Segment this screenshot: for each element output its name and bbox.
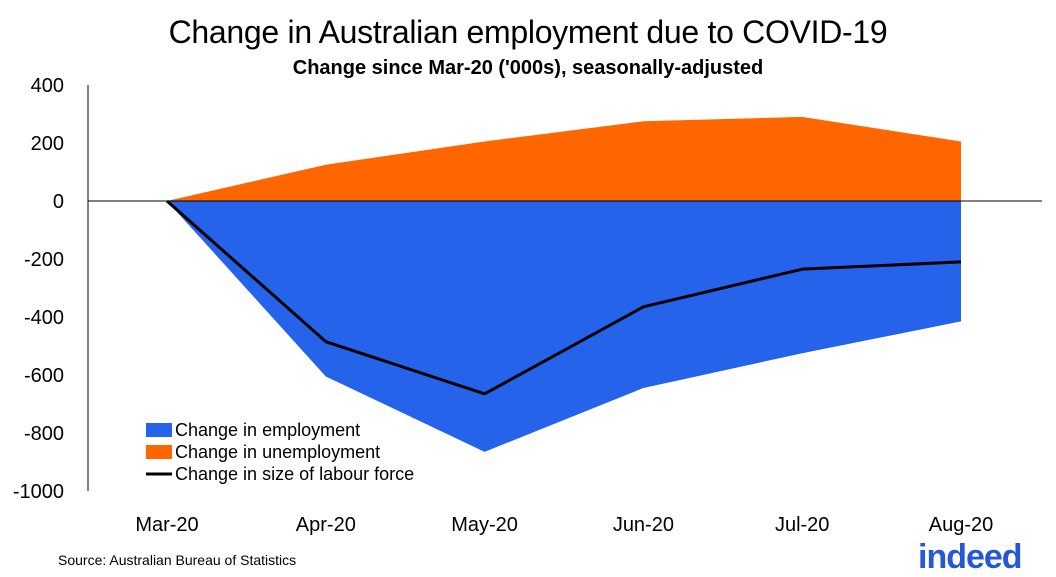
chart-subtitle: Change since Mar-20 ('000s), seasonally-… <box>292 57 764 79</box>
indeed-logo: indeed <box>918 538 1023 576</box>
y-tick-label: -1000 <box>13 481 64 503</box>
x-ticks: Mar-20 Apr-20 May-20 Jun-20 Jul-20 Aug-20 <box>135 514 993 536</box>
source-note: Source: Australian Bureau of Statistics <box>58 552 297 568</box>
area-series-1 <box>167 116 961 201</box>
y-tick-label: 0 <box>53 191 64 213</box>
y-ticks: 400 200 0 -200 -400 -600 -800 -1000 <box>13 75 64 503</box>
x-tick-label: Mar-20 <box>135 514 198 536</box>
legend-swatch <box>146 445 172 459</box>
areas-layer <box>167 116 961 452</box>
y-tick-label: 400 <box>31 75 64 97</box>
y-tick-label: 200 <box>31 133 64 155</box>
chart-title: Change in Australian employment due to C… <box>168 14 888 50</box>
y-tick-label: -200 <box>24 249 64 271</box>
x-tick-label: Jul-20 <box>775 514 829 536</box>
area-series-0 <box>167 201 961 452</box>
x-tick-label: May-20 <box>451 514 518 536</box>
axes-layer <box>87 85 1042 491</box>
legend-label: Change in employment <box>175 420 360 440</box>
legend-label: Change in unemployment <box>175 442 380 462</box>
legend-label: Change in size of labour force <box>175 464 414 484</box>
y-tick-label: -400 <box>24 307 64 329</box>
x-tick-label: Jun-20 <box>613 514 674 536</box>
y-tick-label: -600 <box>24 365 64 387</box>
line-series-0 <box>166 199 962 396</box>
lines-layer <box>166 199 962 396</box>
y-tick-label: -800 <box>24 423 64 445</box>
x-tick-label: Apr-20 <box>296 514 356 536</box>
legend-swatch <box>146 423 172 437</box>
x-tick-label: Aug-20 <box>929 514 994 536</box>
